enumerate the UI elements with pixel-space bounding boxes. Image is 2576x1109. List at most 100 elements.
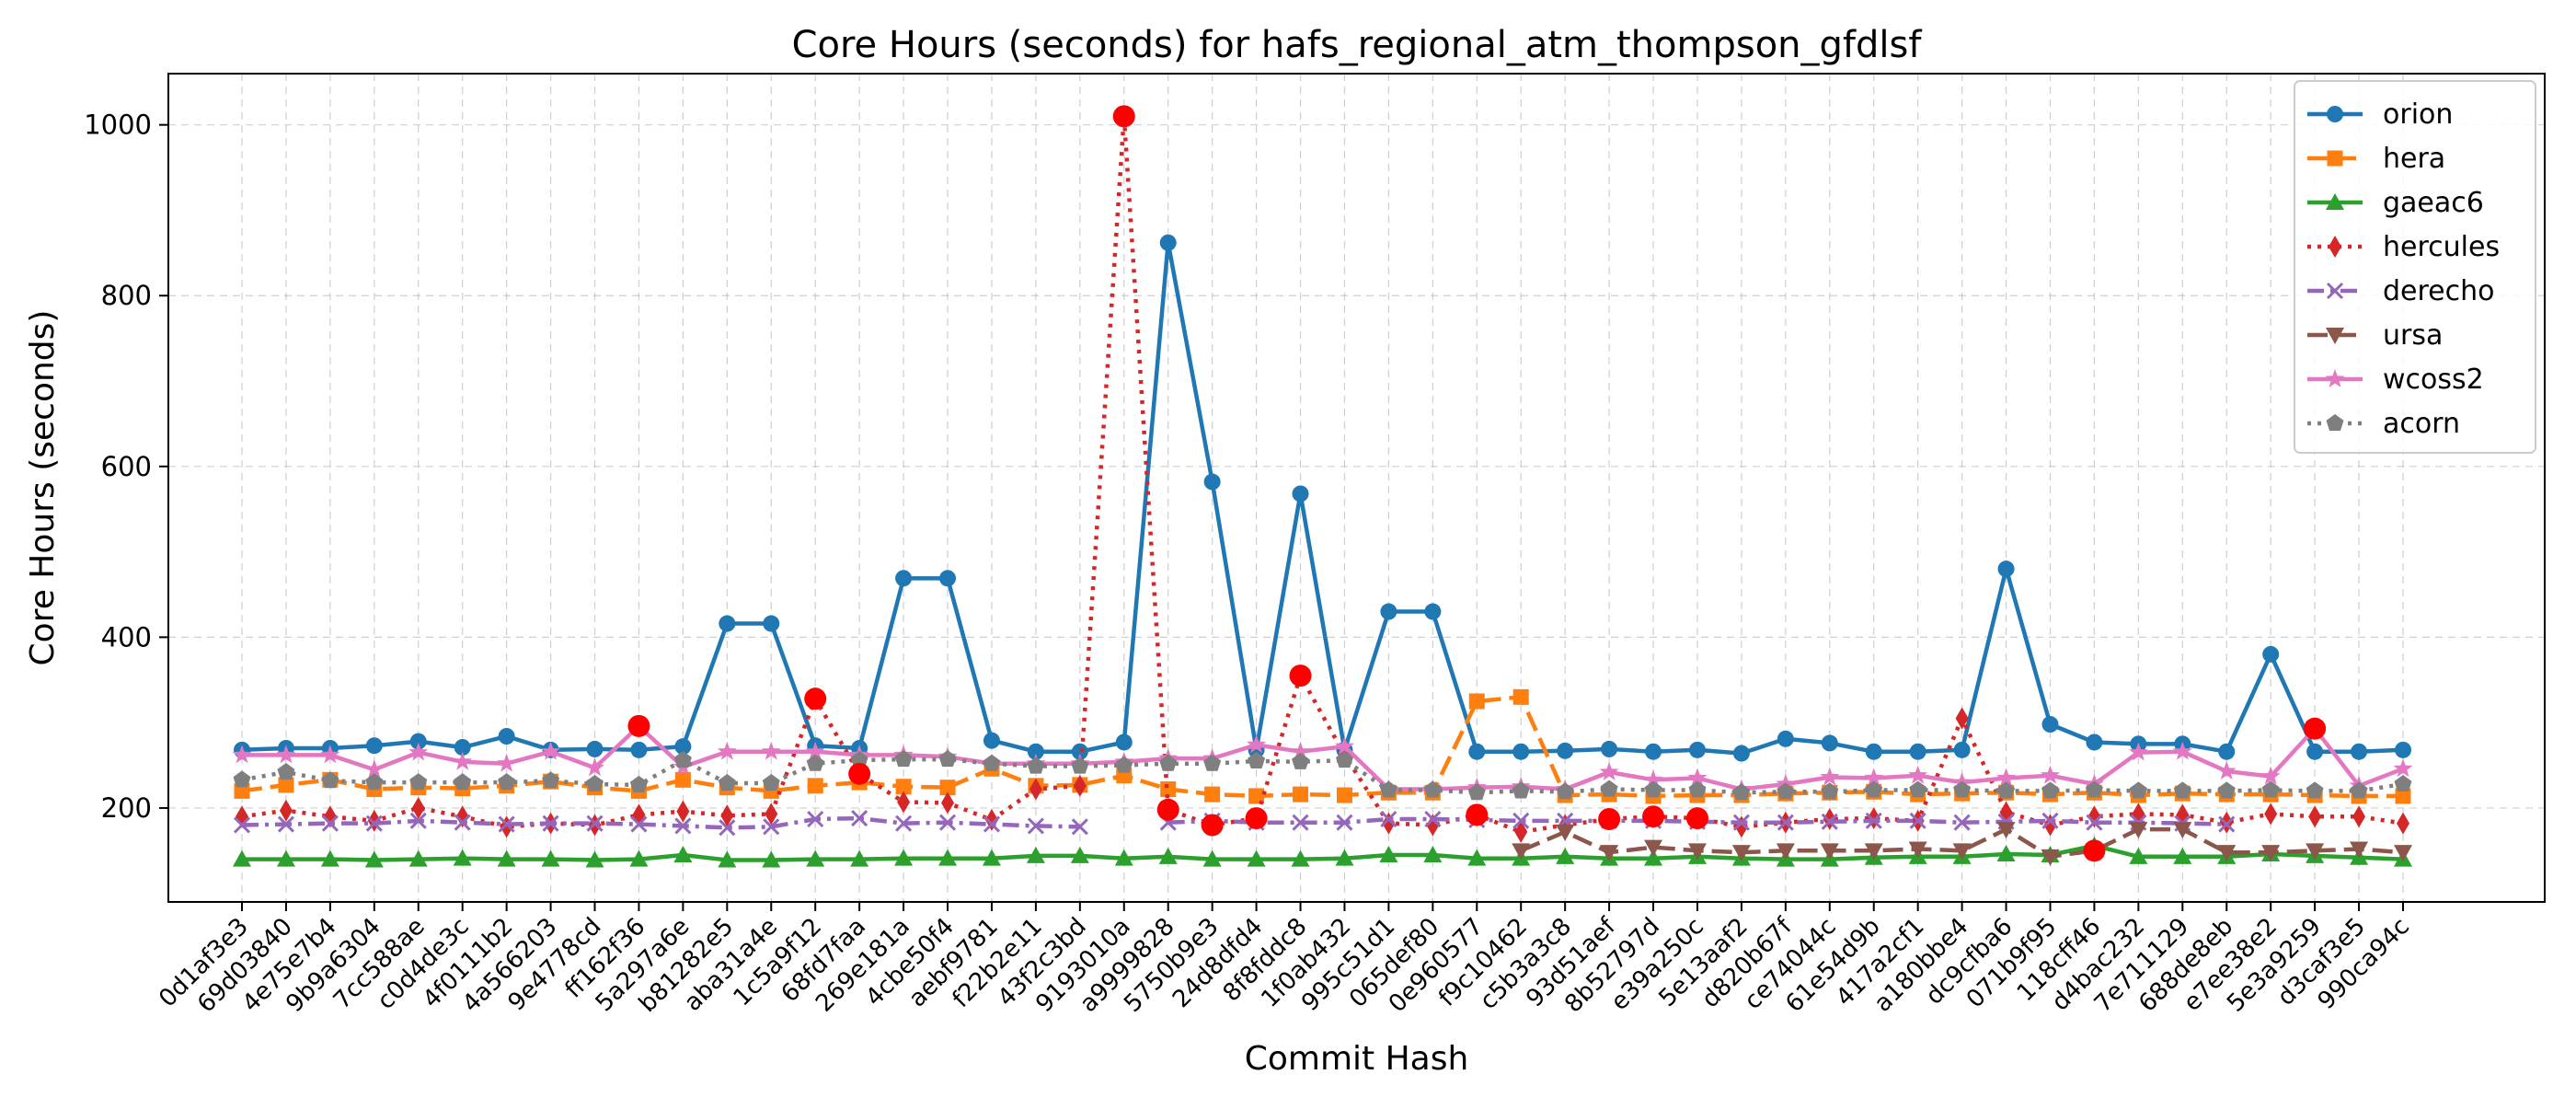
data-point-gaeac6 [982, 849, 1001, 866]
data-point-acorn [1115, 756, 1133, 773]
data-point-hercules [411, 796, 425, 819]
data-point-ursa [1952, 843, 1972, 861]
data-point-orion [1203, 473, 1221, 491]
data-point-derecho [1292, 814, 1309, 831]
data-point-orion [586, 740, 604, 757]
legend-label: wcoss2 [2383, 364, 2484, 396]
outlier-point-hercules [804, 687, 827, 710]
data-point-ursa [1600, 845, 1619, 862]
data-point-derecho [983, 815, 1001, 833]
data-point-hera [1160, 781, 1177, 798]
data-point-ursa [1731, 845, 1751, 862]
data-point-gaeac6 [1291, 849, 1310, 867]
data-point-derecho [1071, 818, 1088, 836]
data-point-hercules [1029, 778, 1042, 801]
data-point-acorn [1732, 783, 1751, 801]
data-point-acorn [1953, 780, 1972, 798]
data-point-derecho [586, 814, 604, 832]
data-point-gaeac6 [1467, 849, 1487, 866]
data-point-gaeac6 [233, 849, 251, 867]
data-point-acorn [1467, 783, 1486, 801]
data-point-gaeac6 [894, 849, 914, 866]
data-point-orion [1821, 734, 1838, 752]
data-point-gaeac6 [806, 849, 825, 867]
legend-marker [2327, 150, 2343, 167]
data-point-orion [365, 737, 383, 755]
data-point-gaeac6 [276, 849, 295, 867]
series-acorn [233, 750, 2412, 801]
data-point-wcoss2 [1247, 734, 1267, 754]
data-point-gaeac6 [1644, 849, 1663, 866]
data-point-gaeac6 [1026, 846, 1045, 863]
data-point-derecho [807, 810, 824, 828]
data-point-acorn [1071, 757, 1089, 774]
outlier-point-hercules [1201, 814, 1224, 837]
data-point-derecho [1512, 812, 1530, 829]
legend-item-wcoss2: wcoss2 [2307, 364, 2484, 396]
data-point-wcoss2 [717, 741, 737, 760]
data-point-derecho [365, 814, 383, 832]
data-point-derecho [2218, 815, 2236, 833]
outlier-point-wcoss2 [627, 714, 650, 737]
legend-label: gaeac6 [2383, 187, 2484, 219]
data-point-acorn [586, 775, 604, 791]
data-point-orion [1688, 741, 1706, 758]
legend-item-hercules: hercules [2307, 231, 2500, 263]
data-point-wcoss2 [1335, 736, 1354, 755]
data-point-hercules [279, 799, 293, 822]
data-point-hercules [941, 791, 955, 814]
data-point-acorn [1777, 782, 1795, 800]
data-point-ursa [1687, 843, 1707, 861]
data-point-acorn [1203, 754, 1222, 771]
data-point-derecho [454, 814, 471, 831]
data-point-derecho [277, 815, 294, 833]
data-point-acorn [454, 773, 472, 791]
data-point-orion [983, 732, 1000, 749]
data-point-wcoss2 [585, 757, 604, 777]
data-point-gaeac6 [762, 850, 781, 868]
data-point-ursa [1864, 843, 1883, 861]
data-point-derecho [630, 815, 648, 833]
data-point-orion [1027, 743, 1044, 760]
data-point-gaeac6 [1070, 846, 1089, 863]
data-point-hera [2395, 788, 2411, 804]
data-point-orion [2351, 743, 2368, 760]
data-point-wcoss2 [1687, 768, 1708, 787]
data-point-derecho [1380, 810, 1397, 828]
data-point-derecho [1953, 814, 1971, 831]
outlier-point-hercules [848, 762, 871, 785]
legend-marker [2326, 414, 2344, 432]
data-point-derecho [233, 816, 251, 834]
data-point-wcoss2 [1820, 767, 1840, 786]
data-point-ursa [1644, 839, 1663, 857]
data-point-derecho [409, 812, 427, 829]
data-point-hercules [720, 804, 734, 827]
legend-item-hera: hera [2307, 143, 2445, 175]
data-point-acorn [850, 751, 868, 768]
data-point-acorn [1600, 780, 1618, 797]
data-point-acorn [1248, 751, 1266, 768]
data-point-acorn [2129, 781, 2147, 799]
data-point-gaeac6 [1996, 845, 2016, 862]
outlier-point-hercules [1466, 803, 1489, 826]
data-point-wcoss2 [761, 741, 781, 760]
data-point-wcoss2 [276, 745, 296, 764]
legend-item-ursa: ursa [2307, 319, 2443, 352]
legend-marker [2329, 236, 2341, 258]
series-layer [232, 105, 2413, 868]
data-point-ursa [2394, 845, 2412, 862]
data-point-orion [939, 570, 957, 587]
data-point-orion [1732, 745, 1750, 762]
data-point-orion [2218, 743, 2236, 760]
data-point-acorn [409, 773, 428, 791]
data-point-wcoss2 [408, 742, 429, 761]
data-point-acorn [233, 770, 251, 788]
data-point-gaeac6 [2129, 847, 2148, 864]
data-point-acorn [1556, 782, 1574, 800]
data-point-ursa [1908, 841, 1927, 859]
data-point-gaeac6 [1202, 849, 1222, 867]
x-axis: 0d1af3e369d038404e75e7b49b9a63047cc588ae… [154, 902, 2415, 1019]
data-point-orion [2306, 743, 2324, 760]
data-point-acorn [762, 774, 780, 791]
